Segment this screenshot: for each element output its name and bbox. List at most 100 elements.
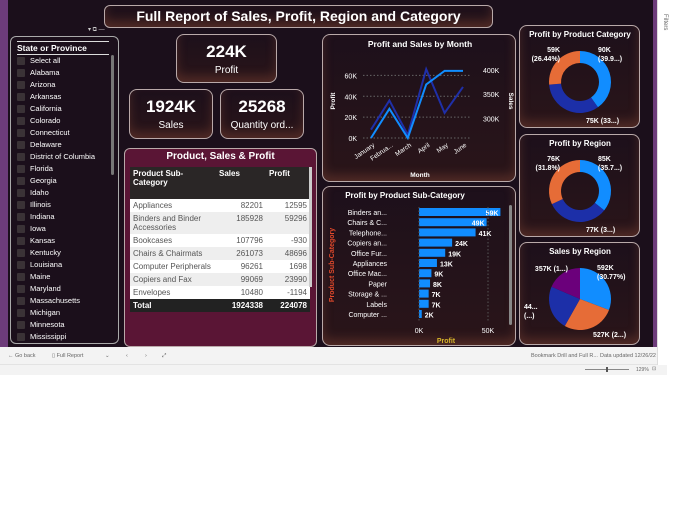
region-donut-card: Profit by Region 85K (35.7...) 77K (3...) 76… bbox=[519, 134, 640, 237]
x-axis-title: Profit bbox=[437, 338, 456, 345]
slicer-item[interactable]: Colorado bbox=[17, 115, 112, 127]
table-scrollbar[interactable] bbox=[309, 167, 312, 287]
checkbox[interactable] bbox=[17, 273, 25, 281]
cell-sales: 10480 bbox=[216, 286, 266, 299]
slice-label: 357K (1...) bbox=[535, 266, 568, 273]
table-row[interactable]: Computer Peripherals 96261 1698 bbox=[130, 260, 310, 273]
slicer-item[interactable]: Maine bbox=[17, 271, 112, 283]
slice bbox=[549, 160, 580, 205]
checkbox[interactable] bbox=[17, 57, 25, 65]
slicer-item[interactable]: Minnesota bbox=[17, 319, 112, 331]
slicer-item[interactable]: Delaware bbox=[17, 139, 112, 151]
y-tick-label: 20K bbox=[345, 115, 358, 122]
checkbox[interactable] bbox=[17, 117, 25, 125]
slicer-item[interactable]: Michigan bbox=[17, 307, 112, 319]
checkbox[interactable] bbox=[17, 177, 25, 185]
fit-page-icon[interactable]: ⊡ bbox=[652, 366, 657, 372]
cell-subcategory: Chairs & Chairmats bbox=[130, 247, 216, 260]
checkbox[interactable] bbox=[17, 81, 25, 89]
cell-sales: 99069 bbox=[216, 273, 266, 286]
state-slicer[interactable]: State or Province Select all Alabama Arizo… bbox=[10, 36, 119, 344]
checkbox[interactable] bbox=[17, 93, 25, 101]
category-label: Office Fur... bbox=[351, 251, 387, 258]
slicer-item[interactable]: Kansas bbox=[17, 235, 112, 247]
slicer-item[interactable]: Maryland bbox=[17, 283, 112, 295]
checkbox[interactable] bbox=[17, 165, 25, 173]
checkbox[interactable] bbox=[17, 297, 25, 305]
data-label: 2K bbox=[425, 313, 434, 320]
cell-subcategory: Envelopes bbox=[130, 286, 216, 299]
checkbox[interactable] bbox=[17, 69, 25, 77]
slicer-item[interactable]: California bbox=[17, 103, 112, 115]
checkbox[interactable] bbox=[17, 129, 25, 137]
checkbox[interactable] bbox=[17, 213, 25, 221]
slicer-item[interactable]: Indiana bbox=[17, 211, 112, 223]
checkbox[interactable] bbox=[17, 153, 25, 161]
checkbox[interactable] bbox=[17, 321, 25, 329]
table-row[interactable]: Copiers and Fax 99069 23990 bbox=[130, 273, 310, 286]
table-row[interactable]: Chairs & Chairmats 261073 48696 bbox=[130, 247, 310, 260]
slicer-scrollbar[interactable] bbox=[111, 55, 114, 175]
slicer-item[interactable]: Arkansas bbox=[17, 91, 112, 103]
table-row[interactable]: Bookcases 107796 -930 bbox=[130, 234, 310, 247]
slicer-item[interactable]: Alabama bbox=[17, 67, 112, 79]
slicer-item[interactable]: Georgia bbox=[17, 175, 112, 187]
slicer-item[interactable]: Mississippi bbox=[17, 331, 112, 343]
next-page-button[interactable]: › bbox=[145, 353, 147, 359]
col-sales[interactable]: Sales bbox=[216, 167, 266, 199]
cell-subcategory: Copiers and Fax bbox=[130, 273, 216, 286]
slicer-item[interactable]: Connecticut bbox=[17, 127, 112, 139]
slicer-item-label: Florida bbox=[30, 164, 53, 173]
col-subcategory[interactable]: Product Sub-Category bbox=[130, 167, 216, 199]
slice-label-pct: (39.9...) bbox=[598, 56, 622, 63]
slicer-header: State or Province bbox=[17, 41, 109, 55]
bar bbox=[419, 248, 446, 257]
checkbox[interactable] bbox=[17, 309, 25, 317]
filters-label[interactable]: Filters bbox=[662, 14, 668, 31]
slicer-item[interactable]: Arizona bbox=[17, 79, 112, 91]
expand-icon[interactable]: ⤢ bbox=[162, 353, 167, 359]
checkbox[interactable] bbox=[17, 261, 25, 269]
filters-pane[interactable]: Filters bbox=[657, 0, 680, 375]
visual-header-icons[interactable]: ▾ ⧉ — bbox=[88, 27, 105, 33]
checkbox[interactable] bbox=[17, 201, 25, 209]
checkbox[interactable] bbox=[17, 189, 25, 197]
cell-sales: 261073 bbox=[216, 247, 266, 260]
slicer-item-label: Arizona bbox=[30, 80, 56, 89]
table-row[interactable]: Appliances 82201 12595 bbox=[130, 199, 310, 212]
slice-label: 85K bbox=[598, 156, 611, 163]
slicer-item[interactable]: Massachusetts bbox=[17, 295, 112, 307]
table-row[interactable]: Binders and Binder Accessories 185928 5929… bbox=[130, 212, 310, 234]
checkbox[interactable] bbox=[17, 333, 25, 341]
slicer-item[interactable]: Illinois bbox=[17, 199, 112, 211]
cell-profit: 59296 bbox=[265, 212, 310, 234]
prev-page-button[interactable]: ‹ bbox=[126, 353, 128, 359]
slicer-item[interactable]: Kentucky bbox=[17, 247, 112, 259]
data-label: 8K bbox=[433, 282, 442, 289]
checkbox[interactable] bbox=[17, 105, 25, 113]
slicer-item[interactable]: Select all bbox=[17, 55, 112, 67]
slicer-item-label: Alabama bbox=[30, 68, 60, 77]
product-table[interactable]: Product, Sales & Profit Product Sub-Cate… bbox=[124, 148, 317, 347]
slicer-item[interactable]: Iowa bbox=[17, 223, 112, 235]
go-back-button[interactable]: ← Go back bbox=[8, 353, 36, 359]
zoom-slider-thumb[interactable] bbox=[606, 367, 608, 372]
checkbox[interactable] bbox=[17, 285, 25, 293]
category-label: Office Mac... bbox=[348, 271, 387, 278]
data-label: 19K bbox=[448, 251, 461, 258]
slicer-item[interactable]: District of Columbia bbox=[17, 151, 112, 163]
checkbox[interactable] bbox=[17, 225, 25, 233]
slicer-item[interactable]: Louisiana bbox=[17, 259, 112, 271]
cell-sales: 107796 bbox=[216, 234, 266, 247]
table-row[interactable]: Envelopes 10480 -1194 bbox=[130, 286, 310, 299]
checkbox[interactable] bbox=[17, 249, 25, 257]
bookmark-label[interactable]: Bookmark Drill and Full R... bbox=[531, 353, 598, 359]
page-selector[interactable]: ▯ Full Report ⌄ bbox=[52, 353, 110, 359]
slicer-item[interactable]: Idaho bbox=[17, 187, 112, 199]
col-profit[interactable]: Profit bbox=[265, 167, 310, 199]
scrollbar bbox=[509, 205, 512, 325]
checkbox[interactable] bbox=[17, 141, 25, 149]
checkbox[interactable] bbox=[17, 237, 25, 245]
data-label: 7K bbox=[432, 302, 441, 309]
slicer-item[interactable]: Florida bbox=[17, 163, 112, 175]
